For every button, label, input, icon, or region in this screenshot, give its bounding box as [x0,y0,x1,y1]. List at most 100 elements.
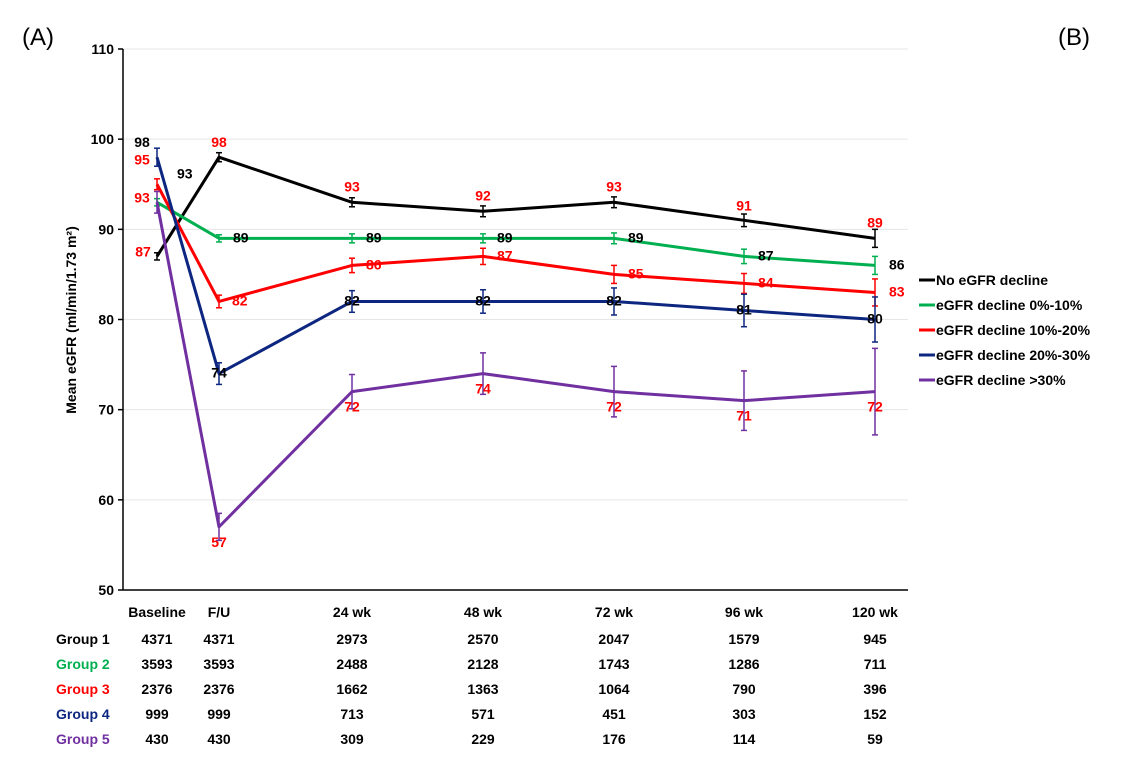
y-tick-label-1: 60 [98,492,114,508]
data-label: 84 [758,274,774,290]
data-label: 86 [366,256,382,272]
series-line [155,156,876,376]
data-label: 83 [889,283,905,299]
risk-table: Group 1 4371 4371 2973 2570 2047 1579 945 Group … [56,631,887,747]
x-tick-label-5: 96 wk [725,604,763,620]
series-3: 95 82 86 87 85 84 83 [134,151,905,309]
data-label: 91 [736,197,752,213]
data-label: 98 [211,134,227,150]
data-label: 89 [233,229,249,245]
risk-cell: 2973 [336,631,367,647]
risk-cell: 2128 [467,656,498,672]
data-label: 95 [134,151,150,167]
y-axis-label: Mean eGFR (ml/min/1.73 m²) [63,226,79,413]
data-label: 87 [135,243,151,259]
legend: No eGFR decline eGFR decline 0%-10% eGFR d… [919,272,1091,388]
risk-cell: 1743 [598,656,629,672]
y-tick-label-4: 90 [98,221,114,237]
data-label: 74 [211,365,227,381]
risk-cell: 1579 [728,631,759,647]
data-label: 98 [134,134,150,150]
risk-cell: 2376 [203,681,234,697]
risk-row-group-label: Group 4 [56,706,110,722]
risk-row-group-label: Group 2 [56,656,110,672]
x-tick-label-6: 120 wk [852,604,898,620]
data-label: 89 [628,229,644,245]
risk-cell: 396 [863,681,887,697]
risk-row-group-label: Group 5 [56,731,110,747]
risk-cell: 1662 [336,681,367,697]
risk-cell: 713 [340,706,364,722]
panel-label-a: (A) [22,24,54,51]
risk-cell: 229 [471,731,495,747]
risk-cell: 999 [207,706,231,722]
data-label: 80 [867,311,883,327]
legend-label: eGFR decline 10%-20% [936,322,1091,338]
legend-label: No eGFR decline [936,272,1048,288]
x-tick-label-2: 24 wk [333,604,371,620]
risk-cell: 152 [863,706,887,722]
y-tick-label-5: 100 [91,131,115,147]
data-label: 82 [475,292,491,308]
risk-cell: 2570 [467,631,498,647]
data-label: 82 [606,292,622,308]
risk-cell: 176 [602,731,626,747]
data-label: 82 [232,292,248,308]
risk-cell: 430 [145,731,169,747]
data-label: 89 [497,229,513,245]
y-tick-label-6: 110 [91,41,114,57]
data-label: 92 [475,187,491,203]
data-label: 81 [736,301,752,317]
x-tick-label-0: Baseline [128,604,186,620]
risk-cell: 430 [207,731,231,747]
series-2: 93 89 89 89 89 87 86 [154,165,905,276]
risk-cell: 3593 [203,656,234,672]
data-label: 93 [606,178,622,194]
risk-cell: 790 [732,681,756,697]
risk-cell: 114 [733,731,756,747]
series-1: 87 98 93 92 93 91 89 [135,134,883,261]
risk-cell: 1363 [467,681,498,697]
legend-label: eGFR decline >30% [936,372,1066,388]
data-label: 72 [867,399,883,415]
data-label: 87 [758,247,774,263]
legend-label: eGFR decline 0%-10% [936,297,1083,313]
risk-cell: 1286 [728,656,759,672]
risk-cell: 2376 [141,681,172,697]
x-tick-label-3: 48 wk [464,604,502,620]
data-label: 87 [497,247,513,263]
series-line [155,155,876,258]
data-label: 72 [344,399,360,415]
y-tick-label-3: 80 [98,312,114,328]
risk-cell: 999 [145,706,169,722]
risk-cell: 945 [863,631,887,647]
data-label: 74 [475,381,491,397]
data-label: 86 [889,256,905,272]
risk-cell: 3593 [141,656,172,672]
risk-cell: 711 [864,656,887,672]
series-4: 98 74 82 82 82 81 80 [134,134,883,386]
risk-row-group-label: Group 1 [56,631,110,647]
risk-cell: 571 [471,706,495,722]
data-label: 89 [867,214,883,230]
data-label: 72 [606,399,622,415]
legend-label: eGFR decline 20%-30% [936,347,1091,363]
risk-cell: 59 [867,731,883,747]
data-label: 82 [344,292,360,308]
data-label: 57 [211,534,227,550]
data-label: 89 [366,229,382,245]
risk-cell: 303 [732,706,756,722]
panel-label-b: (B) [1058,24,1090,51]
risk-row-group-label: Group 3 [56,681,110,697]
data-label: 93 [134,189,150,205]
risk-cell: 2488 [336,656,367,672]
data-label: 93 [344,178,360,194]
y-tick-label-0: 50 [98,582,114,598]
risk-cell: 4371 [203,631,234,647]
data-label: 85 [628,265,644,281]
risk-cell: 4371 [141,631,172,647]
x-tick-label-4: 72 wk [595,604,633,620]
risk-cell: 451 [602,706,626,722]
risk-cell: 2047 [598,631,629,647]
